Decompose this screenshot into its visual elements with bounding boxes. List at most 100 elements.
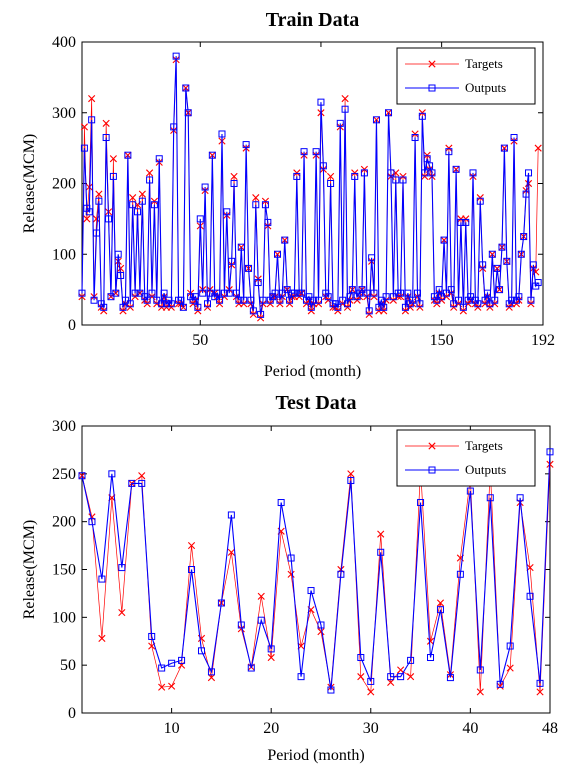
outputs-point xyxy=(83,204,91,212)
outputs-point xyxy=(375,303,383,311)
targets-point xyxy=(187,541,196,550)
outputs-point xyxy=(134,208,142,216)
outputs-point xyxy=(92,229,100,237)
outputs-point xyxy=(331,300,339,308)
outputs-point xyxy=(435,286,443,294)
outputs-point xyxy=(399,176,407,184)
outputs-point xyxy=(249,307,257,315)
outputs-point xyxy=(178,656,186,664)
targets-point xyxy=(426,637,435,645)
legend: Targets Outputs xyxy=(396,429,536,487)
targets-point xyxy=(401,307,410,315)
outputs-point xyxy=(228,257,236,265)
outputs-point xyxy=(196,215,204,223)
outputs-point xyxy=(124,151,132,159)
legend-label: Outputs xyxy=(465,462,506,477)
outputs-point xyxy=(206,289,214,297)
targets-point xyxy=(203,303,212,311)
legend-box xyxy=(396,47,536,105)
outputs-point xyxy=(240,296,248,304)
targets-point xyxy=(397,666,405,674)
outputs-point xyxy=(452,165,460,173)
y-tick-label: 50 xyxy=(60,657,76,674)
series-targets xyxy=(78,460,554,696)
y-tick-label: 400 xyxy=(52,34,76,51)
outputs-point xyxy=(397,289,405,297)
chart-title: Test Data xyxy=(276,392,357,414)
targets-point xyxy=(430,296,438,304)
outputs-point xyxy=(527,296,535,304)
targets-point xyxy=(102,119,110,127)
outputs-point xyxy=(401,303,409,311)
outputs-point xyxy=(305,293,313,301)
x-tick-label: 10 xyxy=(164,720,180,737)
outputs-point xyxy=(264,218,272,226)
outputs-point xyxy=(427,654,435,662)
outputs-point xyxy=(148,632,156,640)
y-axis-label: Release(MCM) xyxy=(21,134,38,234)
outputs-point xyxy=(536,679,544,687)
y-tick-label: 300 xyxy=(52,105,76,122)
x-tick-label: 40 xyxy=(462,720,478,737)
targets-point xyxy=(230,172,238,181)
outputs-point xyxy=(529,261,537,269)
outputs-point xyxy=(167,300,175,308)
targets-point xyxy=(506,664,514,672)
outputs-point xyxy=(266,296,274,304)
outputs-point xyxy=(385,109,393,117)
outputs-point xyxy=(121,296,129,304)
y-tick-label: 100 xyxy=(52,609,76,626)
outputs-point xyxy=(413,289,421,297)
outputs-point xyxy=(232,289,240,297)
outputs-point xyxy=(486,300,494,308)
targets-point xyxy=(119,307,127,315)
outputs-point xyxy=(182,84,190,92)
targets-point xyxy=(334,307,342,315)
targets-point xyxy=(138,472,146,480)
outputs-point xyxy=(109,172,117,180)
outputs-point xyxy=(491,296,499,304)
outputs-point xyxy=(274,250,282,258)
outputs-point xyxy=(153,296,161,304)
outputs-point xyxy=(336,119,344,127)
outputs-point xyxy=(337,570,345,578)
outputs-point xyxy=(247,664,255,672)
targets-point xyxy=(365,310,373,318)
outputs-point xyxy=(418,112,426,120)
outputs-point xyxy=(392,176,400,184)
outputs-point xyxy=(360,169,368,177)
outputs-point xyxy=(322,289,330,297)
targets-point xyxy=(377,530,385,538)
outputs-point xyxy=(207,668,215,676)
targets-point xyxy=(257,314,265,322)
outputs-point xyxy=(297,673,305,681)
test-data-panel: Test Data Period (month) Release(MCM) 0 50 10… xyxy=(21,392,558,764)
outputs-point xyxy=(247,296,255,304)
targets-point xyxy=(341,95,349,103)
targets-point xyxy=(496,682,504,690)
targets-point xyxy=(227,548,235,556)
outputs-point xyxy=(188,566,196,573)
outputs-point xyxy=(357,654,365,662)
outputs-point xyxy=(158,300,166,308)
targets-point xyxy=(95,190,103,198)
outputs-point xyxy=(353,293,361,301)
targets-point xyxy=(436,599,445,607)
outputs-point xyxy=(526,592,534,600)
outputs-point xyxy=(486,494,494,502)
outputs-point xyxy=(78,472,86,480)
targets-point xyxy=(450,303,458,311)
targets-point xyxy=(397,293,405,301)
x-tick-label: 48 xyxy=(542,720,558,737)
y-tick-label: 100 xyxy=(52,246,76,263)
x-tick-label: 100 xyxy=(309,332,333,349)
targets-point xyxy=(266,300,274,308)
outputs-point xyxy=(522,190,530,198)
outputs-point xyxy=(496,286,504,294)
outputs-point xyxy=(293,172,301,180)
outputs-point xyxy=(346,293,354,301)
outputs-point xyxy=(278,289,286,297)
y-tick-label: 300 xyxy=(52,418,76,435)
outputs-point xyxy=(377,548,385,556)
targets-point xyxy=(399,172,407,181)
